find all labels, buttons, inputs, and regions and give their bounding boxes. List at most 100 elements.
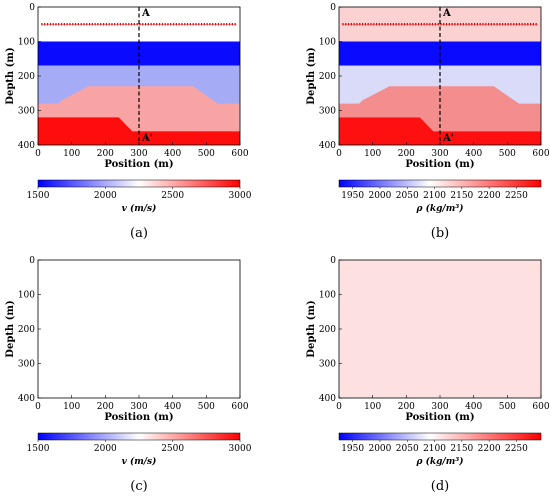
y-axis-label: Depth (m) xyxy=(5,47,16,104)
panel-label: (b) xyxy=(431,226,449,241)
x-tick-label: 600 xyxy=(231,402,248,412)
y-tick-label: 300 xyxy=(18,107,35,117)
y-tick-label: 100 xyxy=(18,38,35,48)
section-label-top: A xyxy=(141,8,150,19)
x-tick-label: 500 xyxy=(499,402,516,412)
y-tick-label: 0 xyxy=(29,3,35,13)
y-tick-label: 400 xyxy=(18,141,35,151)
y-tick-label: 300 xyxy=(18,360,35,370)
colorbar-label: ρ (kg/m³) xyxy=(416,203,464,214)
colorbar-tick-label: 2050 xyxy=(396,444,419,454)
colorbar-tick-label: 1950 xyxy=(341,444,364,454)
layer-anticline xyxy=(339,86,541,132)
x-axis-label: Position (m) xyxy=(405,159,474,170)
colorbar xyxy=(37,179,241,188)
colorbar-tick-label: 2250 xyxy=(505,191,528,201)
y-tick-label: 400 xyxy=(319,141,336,151)
x-tick-label: 0 xyxy=(336,402,342,412)
y-tick-label: 100 xyxy=(18,291,35,301)
x-axis-label: Position (m) xyxy=(104,159,173,170)
y-tick-label: 100 xyxy=(319,38,336,48)
colorbar-tick-label: 2000 xyxy=(368,191,391,201)
y-axis-label: Depth (m) xyxy=(306,47,317,104)
x-axis-label: Position (m) xyxy=(405,412,474,423)
x-tick-label: 300 xyxy=(130,149,147,159)
x-tick-label: 0 xyxy=(35,402,41,412)
empty-model xyxy=(339,260,541,398)
x-axis-label: Position (m) xyxy=(104,412,173,423)
panel-a: AA'0 100 200 300 400 500 6000100200300400Posit… xyxy=(5,3,252,241)
panel-label: (d) xyxy=(431,479,449,494)
x-tick-label: 600 xyxy=(231,149,248,159)
section-label-bottom: A' xyxy=(442,133,454,144)
y-tick-label: 0 xyxy=(29,256,35,266)
colorbar xyxy=(37,432,241,441)
colorbar-label: v (m/s) xyxy=(122,203,157,214)
x-tick-label: 100 xyxy=(364,149,381,159)
panel-label: (c) xyxy=(130,479,147,494)
section-label-top: A xyxy=(442,8,451,19)
colorbar-tick-label: 1500 xyxy=(27,444,50,454)
x-tick-label: 300 xyxy=(431,402,448,412)
colorbar-tick-label: 2150 xyxy=(450,444,473,454)
panel-d: 0 100 200 300 400 500 6000100200300400Position… xyxy=(306,256,550,494)
colorbar-tick-label: 2050 xyxy=(396,191,419,201)
colorbar xyxy=(338,179,542,188)
colorbar-tick-label: 2500 xyxy=(161,444,184,454)
x-tick-label: 400 xyxy=(164,402,181,412)
colorbar-label: v (m/s) xyxy=(122,456,157,467)
x-tick-label: 200 xyxy=(97,149,114,159)
colorbar-label: ρ (kg/m³) xyxy=(416,456,464,467)
panel-label: (a) xyxy=(130,226,148,241)
colorbar-tick-label: 2100 xyxy=(423,444,446,454)
x-tick-label: 300 xyxy=(431,149,448,159)
colorbar-tick-label: 2100 xyxy=(423,191,446,201)
colorbar-tick-label: 2250 xyxy=(505,444,528,454)
x-tick-label: 100 xyxy=(364,402,381,412)
colorbar-tick-label: 2000 xyxy=(94,444,117,454)
x-tick-label: 500 xyxy=(499,149,516,159)
x-tick-label: 400 xyxy=(164,149,181,159)
colorbar-tick-label: 2150 xyxy=(450,191,473,201)
colorbar xyxy=(338,432,542,441)
colorbar-tick-label: 3000 xyxy=(229,444,252,454)
panel-c: 0 100 200 300 400 500 6000100200300400Position… xyxy=(5,256,252,494)
y-tick-label: 300 xyxy=(319,360,336,370)
colorbar-tick-label: 3000 xyxy=(229,191,252,201)
x-tick-label: 100 xyxy=(63,149,80,159)
section-label-bottom: A' xyxy=(141,133,153,144)
y-tick-label: 400 xyxy=(319,394,336,404)
x-tick-label: 0 xyxy=(35,149,41,159)
x-tick-label: 200 xyxy=(97,402,114,412)
colorbar-tick-label: 2200 xyxy=(478,191,501,201)
x-tick-label: 400 xyxy=(465,149,482,159)
y-tick-label: 200 xyxy=(319,72,336,82)
x-tick-label: 100 xyxy=(63,402,80,412)
colorbar-tick-label: 2000 xyxy=(94,191,117,201)
colorbar-tick-label: 2500 xyxy=(161,191,184,201)
x-tick-label: 500 xyxy=(198,149,215,159)
x-tick-label: 200 xyxy=(398,149,415,159)
y-tick-label: 400 xyxy=(18,394,35,404)
x-tick-label: 600 xyxy=(532,402,549,412)
panel-b: AA'0 100 200 300 400 500 6000100200300400Posit… xyxy=(306,3,550,241)
y-tick-label: 0 xyxy=(330,256,336,266)
y-tick-label: 200 xyxy=(18,325,35,335)
y-tick-label: 200 xyxy=(18,72,35,82)
x-tick-label: 0 xyxy=(336,149,342,159)
colorbar-tick-label: 2000 xyxy=(368,444,391,454)
y-axis-label: Depth (m) xyxy=(5,300,16,357)
y-tick-label: 300 xyxy=(319,107,336,117)
x-tick-label: 600 xyxy=(532,149,549,159)
x-tick-label: 400 xyxy=(465,402,482,412)
colorbar-tick-label: 1950 xyxy=(341,191,364,201)
x-tick-label: 200 xyxy=(398,402,415,412)
x-tick-label: 500 xyxy=(198,402,215,412)
colorbar-tick-label: 2200 xyxy=(478,444,501,454)
y-tick-label: 100 xyxy=(319,291,336,301)
x-tick-label: 300 xyxy=(130,402,147,412)
colorbar-tick-label: 1500 xyxy=(27,191,50,201)
layer-anticline xyxy=(38,86,240,132)
y-tick-label: 0 xyxy=(330,3,336,13)
